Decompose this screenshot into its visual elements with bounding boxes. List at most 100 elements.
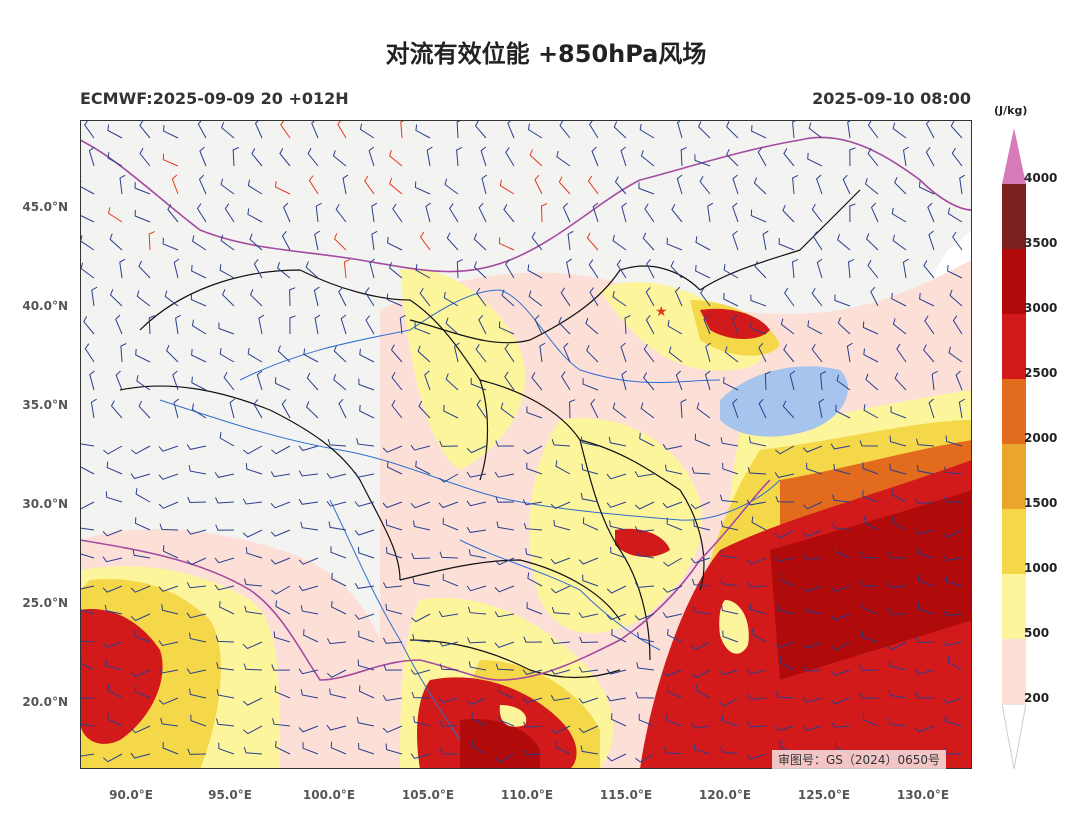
wind-barb (159, 523, 179, 531)
wind-barb (888, 718, 907, 727)
wind-barb (115, 370, 123, 391)
wind-barb (639, 432, 655, 447)
wind-barb (158, 445, 179, 452)
wind-barb (305, 261, 319, 279)
wind-barb (783, 344, 795, 363)
wind-barb (439, 720, 459, 727)
wind-barb (162, 237, 179, 251)
wind-barb (333, 345, 347, 363)
wind-barb (495, 663, 515, 671)
wind-barb (328, 521, 347, 531)
wind-barb (668, 346, 683, 363)
wind-barb (606, 501, 627, 508)
wind-barbs (80, 120, 966, 763)
wind-barb (726, 121, 739, 139)
wind-barb (280, 120, 291, 139)
wind-barb (243, 445, 263, 455)
wind-barb (606, 473, 627, 480)
wind-barb (326, 638, 347, 645)
wind-barb (732, 202, 739, 223)
wind-barb (758, 398, 767, 419)
wind-barb (190, 293, 207, 307)
colorbar-extend-low (1002, 703, 1026, 770)
wind-barb (559, 120, 571, 139)
wind-barb (663, 557, 683, 567)
wind-barb (914, 725, 935, 733)
wind-barb (528, 290, 543, 307)
wind-barb (642, 232, 655, 251)
wind-barb (425, 202, 431, 223)
wind-barb (902, 146, 909, 167)
wind-barb (314, 314, 321, 335)
wind-barb (534, 314, 543, 335)
wind-barb (80, 585, 95, 590)
wind-barb (698, 121, 711, 139)
wind-barb (525, 548, 543, 559)
wind-barb (289, 287, 296, 307)
wind-barb (578, 557, 599, 565)
wind-barb (803, 665, 823, 672)
wind-barb (247, 179, 263, 195)
wind-barb (120, 343, 127, 363)
wind-barb (224, 203, 235, 223)
wind-barb (343, 258, 351, 279)
wind-barb (723, 376, 739, 391)
wind-barb (948, 346, 963, 363)
lat-label: 25.0°N (22, 596, 68, 610)
wind-barb (249, 233, 263, 251)
wind-barb (560, 287, 571, 307)
wind-barb (191, 403, 207, 419)
wind-barb (456, 259, 463, 279)
wind-barb (639, 123, 655, 139)
wind-barb (382, 725, 403, 733)
wind-barb (731, 314, 739, 335)
wind-barb (358, 546, 375, 559)
wind-barb (108, 207, 123, 223)
wind-barb (945, 435, 963, 447)
wind-barb (902, 258, 909, 279)
wind-barb (326, 724, 347, 731)
wind-barb (802, 445, 823, 453)
wind-barb (444, 178, 459, 195)
wind-barb (161, 604, 179, 615)
wind-barb (720, 550, 739, 559)
wind-barb (732, 398, 739, 419)
wind-barb (581, 463, 599, 475)
wind-barb (456, 146, 463, 167)
wind-barb (411, 552, 431, 560)
wind-barb (640, 150, 655, 167)
wind-barb (439, 551, 459, 559)
wind-barb (333, 233, 347, 251)
wind-barb (419, 231, 431, 251)
wind-barb (867, 120, 879, 139)
wind-barb (199, 146, 207, 167)
wind-barb (80, 209, 95, 223)
wind-barb (80, 262, 95, 279)
wind-barb (638, 713, 655, 727)
wind-barb (281, 399, 291, 419)
wind-barb (720, 520, 739, 531)
wind-barb (662, 669, 683, 677)
wind-barb (610, 546, 627, 559)
lon-label: 90.0°E (109, 788, 153, 802)
wind-barb (580, 745, 599, 755)
wind-barb (927, 202, 935, 223)
wind-barb (587, 175, 599, 195)
wind-barb (164, 290, 179, 307)
wind-barb (691, 578, 711, 587)
wind-barb (498, 685, 515, 699)
wind-barb (666, 685, 683, 699)
wind-barb (130, 752, 151, 759)
wind-barb (242, 725, 263, 735)
wind-barb (313, 286, 320, 307)
wind-barb (945, 715, 963, 727)
wind-barb (80, 608, 95, 615)
wind-barb (495, 496, 515, 503)
colorbar-segment (1002, 639, 1026, 704)
wind-barb (277, 262, 291, 279)
wind-barb (863, 404, 879, 419)
wind-barb (753, 177, 767, 195)
wind-barb (390, 344, 403, 363)
wind-barb (750, 322, 767, 335)
wind-barb (191, 349, 207, 363)
